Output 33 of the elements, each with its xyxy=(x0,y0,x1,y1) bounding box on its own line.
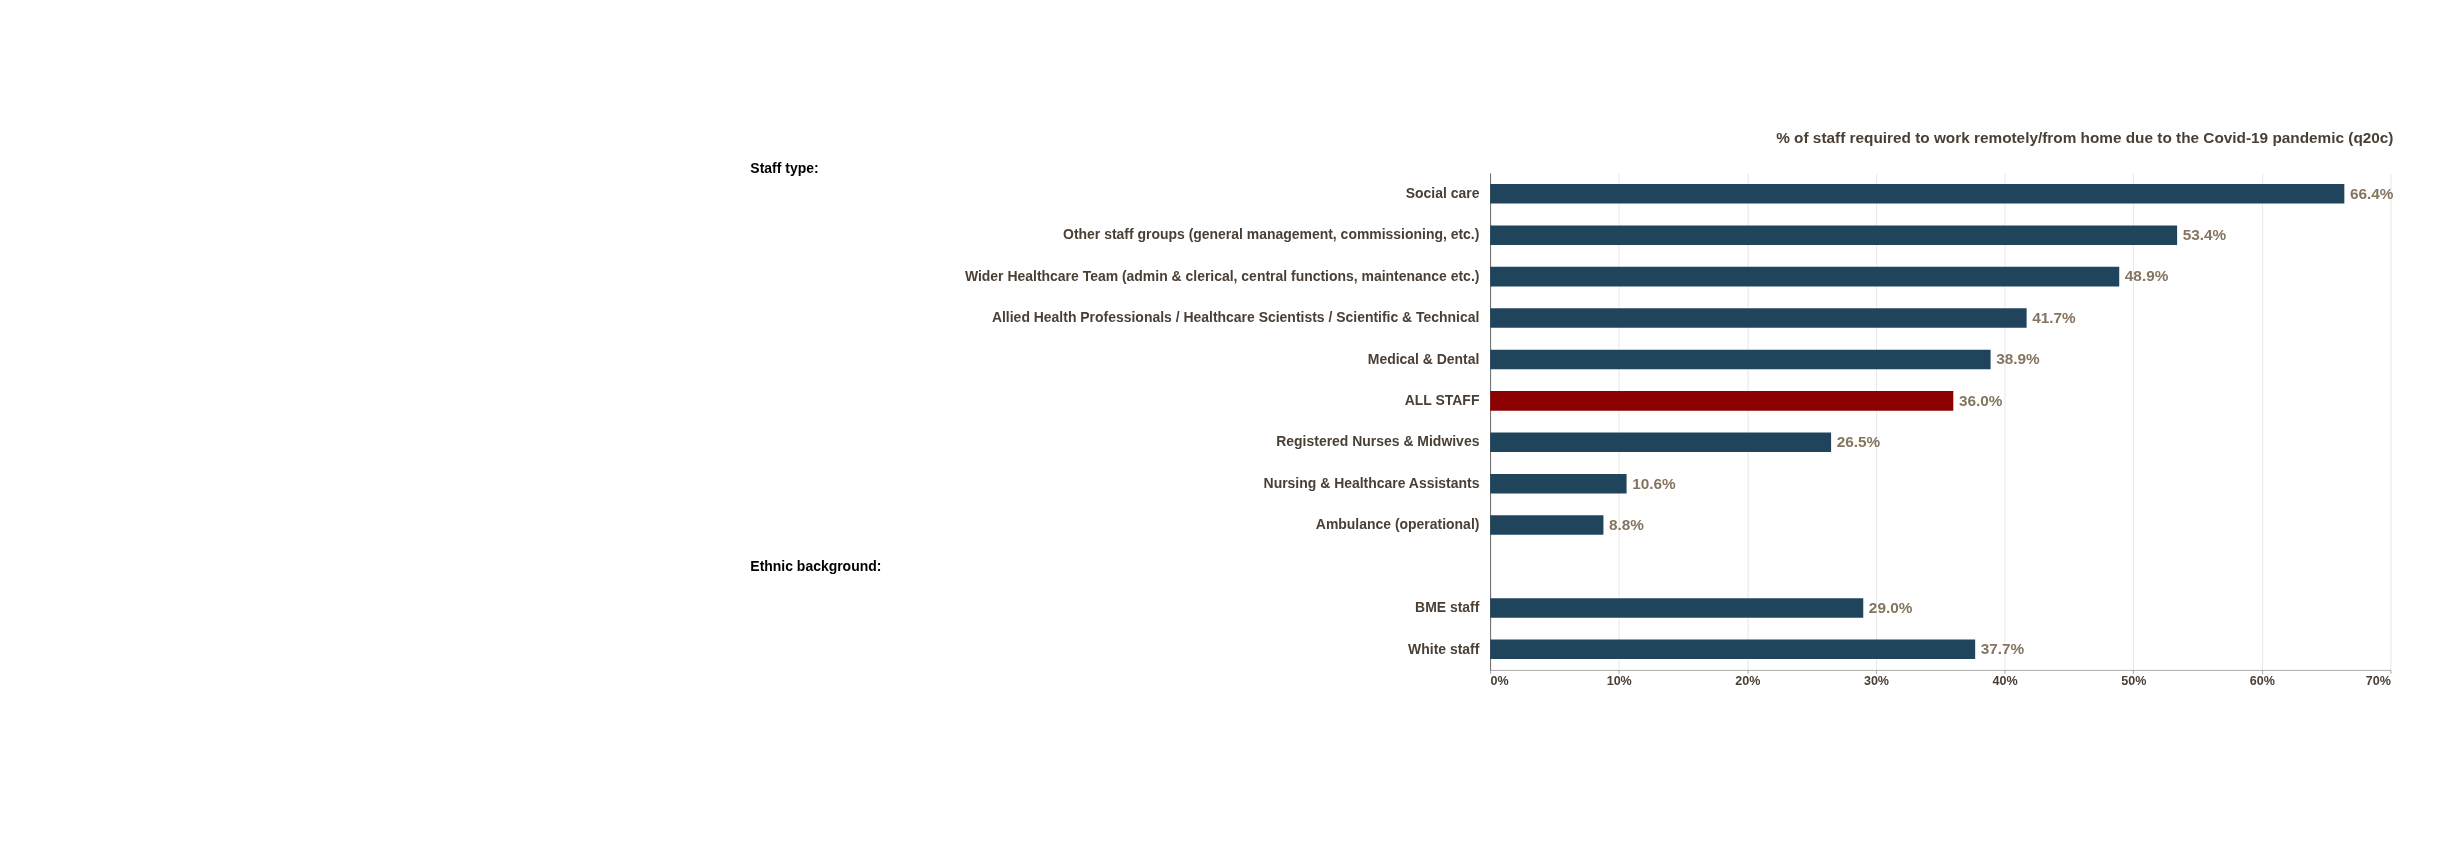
x-tick-label: 40% xyxy=(1992,674,2018,689)
y-tick-label: BME staff xyxy=(1415,599,1480,616)
text: Ethnic background: xyxy=(750,557,882,574)
data-label: 38.9% xyxy=(1996,350,2041,368)
data-label: 10.6% xyxy=(1632,474,1677,492)
y-tick-label: Wider Healthcare Team (admin & clerical, central functions, maintenance etc.) xyxy=(964,267,1480,284)
data-label: 66.4% xyxy=(2349,184,2394,202)
x-tick-label: 20% xyxy=(1735,674,1761,689)
x-tick-label: 30% xyxy=(1863,674,1890,689)
y-tick-label: Social care xyxy=(1405,184,1480,201)
data-label: 29.0% xyxy=(1868,598,1913,616)
data-label: 37.7% xyxy=(1980,640,2025,658)
x-tick-label: 50% xyxy=(2121,674,2147,689)
y-tick-label: Other staff groups (general management, commissioning, etc.) xyxy=(1063,226,1480,243)
y-tick-label: Nursing & Healthcare Assistants xyxy=(1263,474,1480,491)
data-label: 26.5% xyxy=(1836,433,1881,451)
y-tick-label: ALL STAFF xyxy=(1404,392,1480,409)
x-tick-label: 70% xyxy=(2365,674,2391,689)
text: Staff type: xyxy=(750,160,819,177)
data-label: 8.8% xyxy=(1609,515,1645,533)
y-tick-label: Allied Health Professionals / Healthcare Scientists / Scientific & Technical xyxy=(991,309,1480,326)
data-label: 41.7% xyxy=(2032,308,2077,326)
x-tick-label: 0% xyxy=(1490,674,1509,689)
chart-title: % of staff required to work remotely/from home due to the Covid-19 pandemic (q20c) xyxy=(1776,129,2394,147)
y-tick-label: White staff xyxy=(1408,640,1480,657)
y-tick-label: Medical & Dental xyxy=(1367,350,1480,367)
data-label: 36.0% xyxy=(1958,391,2003,409)
y-tick-label: Registered Nurses & Midwives xyxy=(1276,433,1480,450)
data-label: 53.4% xyxy=(2182,226,2227,244)
x-tick-label: 60% xyxy=(2249,674,2275,689)
y-tick-label: Ambulance (operational) xyxy=(1315,516,1480,533)
x-tick-label: 10% xyxy=(1606,674,1632,689)
data-label: 48.9% xyxy=(2124,267,2169,285)
